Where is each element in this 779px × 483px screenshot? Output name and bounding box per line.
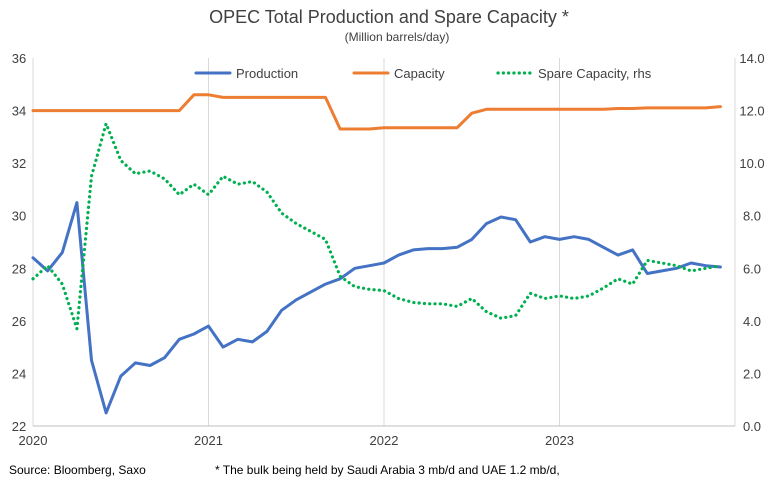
legend-label: Production	[236, 66, 298, 81]
y-left-tick-label: 24	[12, 366, 26, 381]
y-left-tick-label: 22	[12, 419, 26, 434]
x-tick-label: 2022	[370, 433, 399, 448]
y-right-tick-label: 4.0	[743, 314, 761, 329]
y-left-tick-label: 36	[12, 51, 26, 66]
y-right-tick-label: 10.0	[739, 156, 764, 171]
y-right-tick-label: 0.0	[743, 419, 761, 434]
series-line-production	[31, 201, 722, 415]
series-line-capacity	[31, 93, 722, 131]
series-layer	[31, 93, 723, 415]
y-left-tick-label: 26	[12, 314, 26, 329]
source-note: Source: Bloomberg, Saxo	[9, 463, 146, 477]
x-tick-label: 2021	[194, 433, 223, 448]
y-right-tick-label: 2.0	[743, 366, 761, 381]
y-left-tick-label: 32	[12, 156, 26, 171]
series-line-spare-capacity-rhs	[31, 122, 723, 331]
legend-label: Capacity	[394, 66, 445, 81]
y-left-tick-label: 28	[12, 261, 26, 276]
legend-label: Spare Capacity, rhs	[538, 66, 652, 81]
x-tick-label: 2023	[545, 433, 574, 448]
y-right-tick-label: 12.0	[739, 104, 764, 119]
y-right-tick-label: 6.0	[743, 261, 761, 276]
chart-subtitle: (Million barrels/day)	[345, 30, 450, 44]
y-right-tick-label: 8.0	[743, 209, 761, 224]
y-right-tick-label: 14.0	[739, 51, 764, 66]
y-left-tick-label: 30	[12, 209, 26, 224]
legend: Production Capacity Spare Capacity, rhs	[194, 66, 652, 81]
axes: 2020 2021 2022 2023 22 24 26 28 30 32 34 36 0.0 2.0 4.…	[12, 51, 765, 448]
chart-title: OPEC Total Production and Spare Capacity…	[209, 7, 569, 27]
vertical-gridlines	[32, 58, 736, 426]
y-left-tick-label: 34	[12, 104, 26, 119]
footnote: * The bulk being held by Saudi Arabia 3 …	[215, 463, 560, 477]
x-tick-label: 2020	[19, 433, 48, 448]
